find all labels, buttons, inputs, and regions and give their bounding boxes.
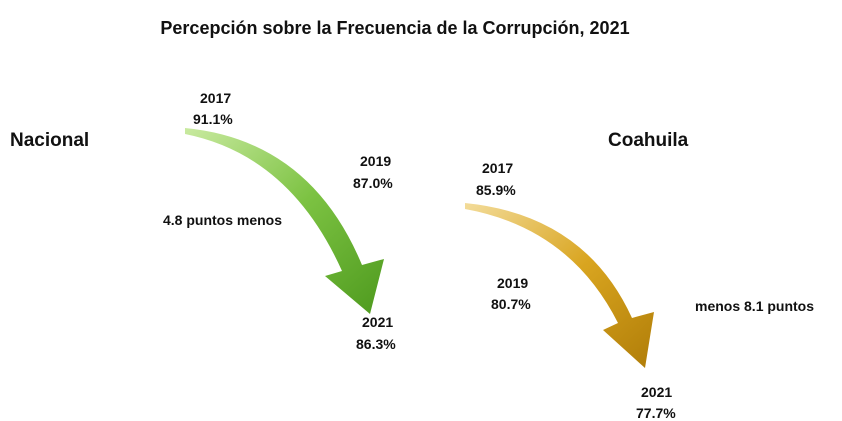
year: 2021 bbox=[362, 314, 393, 330]
year: 2021 bbox=[641, 384, 672, 400]
year: 2019 bbox=[497, 275, 528, 291]
title: Percepción sobre la Frecuencia de la Cor… bbox=[160, 18, 629, 38]
value: 77.7% bbox=[636, 405, 676, 421]
group-name: Nacional bbox=[10, 130, 89, 151]
value: 87.0% bbox=[353, 175, 393, 191]
year: 2017 bbox=[200, 90, 231, 106]
group-name: Coahuila bbox=[608, 130, 689, 151]
value: 86.3% bbox=[356, 336, 396, 352]
note: 4.8 puntos menos bbox=[163, 212, 282, 228]
value: 91.1% bbox=[193, 111, 233, 127]
note: menos 8.1 puntos bbox=[695, 298, 814, 314]
green-arrow bbox=[185, 128, 384, 314]
gold-arrow bbox=[465, 203, 654, 368]
year: 2019 bbox=[360, 153, 391, 169]
year: 2017 bbox=[482, 160, 513, 176]
value: 85.9% bbox=[476, 182, 516, 198]
value: 80.7% bbox=[491, 296, 531, 312]
